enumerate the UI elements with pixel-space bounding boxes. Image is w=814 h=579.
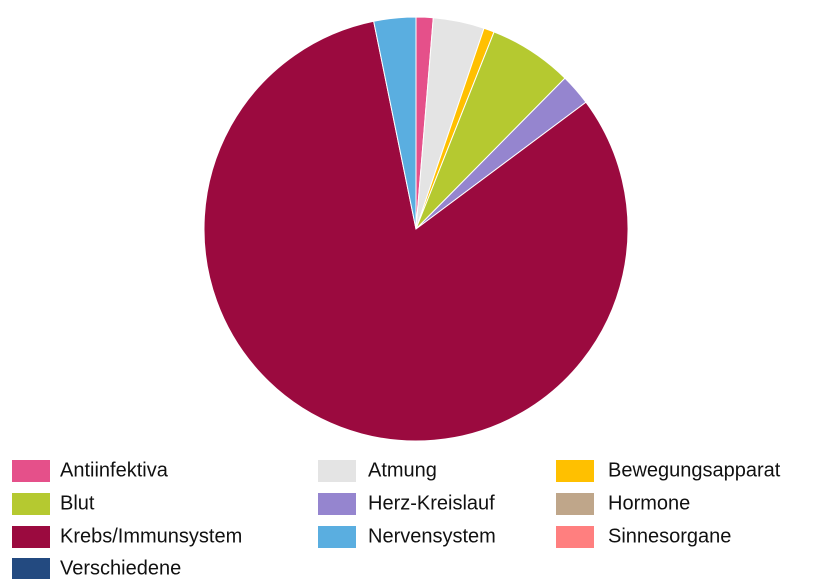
legend-swatch xyxy=(12,460,50,482)
legend-label: Verschiedene xyxy=(60,557,181,579)
legend-swatch xyxy=(318,493,356,515)
legend-swatch xyxy=(318,526,356,548)
legend-label: Blut xyxy=(60,492,95,514)
pie-slice xyxy=(373,16,417,230)
legend-label: Sinnesorgane xyxy=(608,525,731,547)
legend-label: Bewegungsapparat xyxy=(608,459,781,481)
legend-swatch xyxy=(12,558,50,579)
legend-label: Herz-Kreislauf xyxy=(368,492,495,514)
legend-swatch xyxy=(12,493,50,515)
legend-label: Nervensystem xyxy=(368,525,496,547)
legend-label: Atmung xyxy=(368,459,437,481)
legend-swatch xyxy=(12,526,50,548)
legend-swatch xyxy=(556,493,594,515)
legend-swatch xyxy=(318,460,356,482)
legend-label: Hormone xyxy=(608,492,690,514)
pie-slice xyxy=(203,20,629,442)
legend-swatch xyxy=(556,526,594,548)
legend-swatch xyxy=(556,460,594,482)
legend-label: Antiinfektiva xyxy=(60,459,169,481)
legend-label: Krebs/Immunsystem xyxy=(60,525,242,547)
